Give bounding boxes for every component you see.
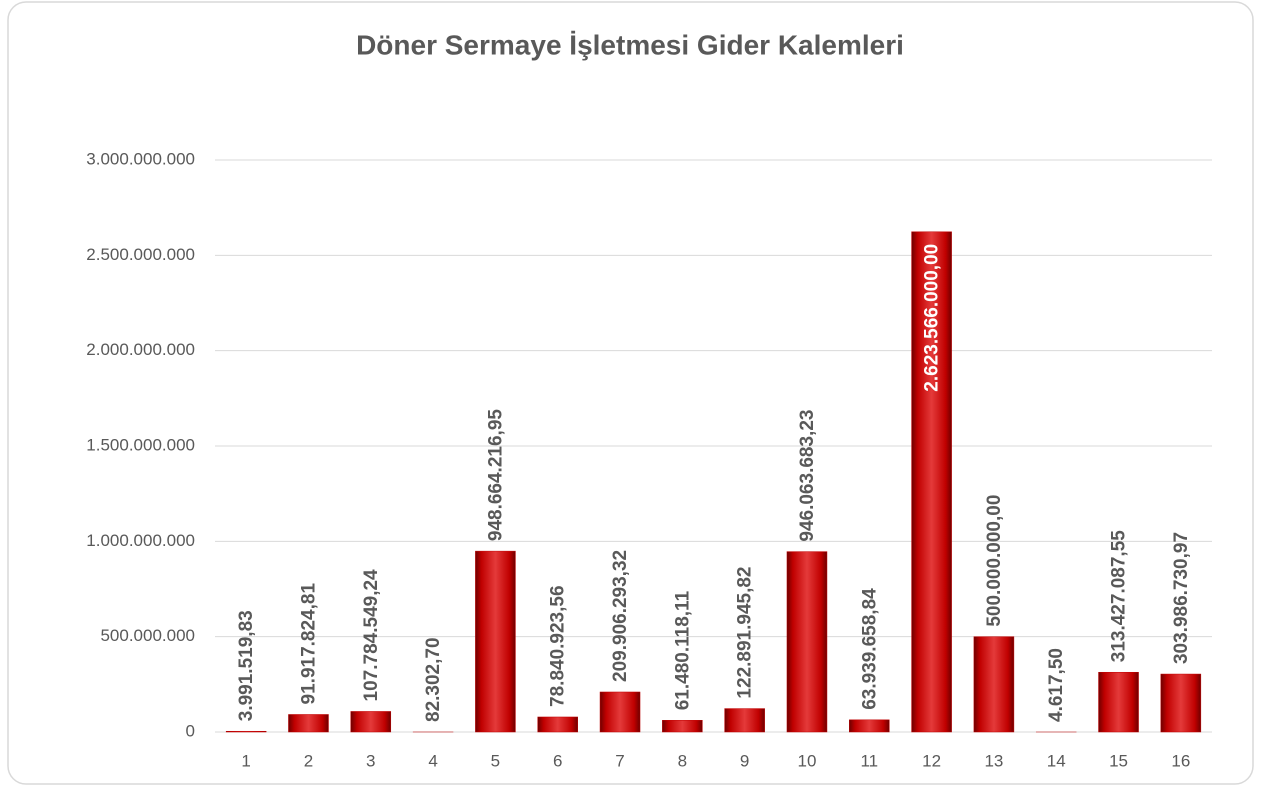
x-tick-label: 3 <box>366 751 375 770</box>
y-tick-label: 3.000.000.000 <box>86 149 195 168</box>
value-label: 209.906.293,32 <box>610 550 631 682</box>
value-label: 946.063.683,23 <box>797 410 818 542</box>
bar <box>288 714 329 733</box>
y-tick-label: 2.000.000.000 <box>86 340 195 359</box>
value-label: 4.617,50 <box>1046 648 1067 722</box>
value-label: 2.623.566.000,00 <box>922 244 943 392</box>
x-tick-label: 11 <box>860 751 878 770</box>
value-label: 61.480.118,11 <box>672 590 693 710</box>
bar <box>973 636 1015 733</box>
x-tick-label: 5 <box>491 751 500 770</box>
y-tick-label: 500.000.000 <box>100 626 195 645</box>
value-label: 948.664.216,95 <box>485 409 506 542</box>
x-tick-label: 7 <box>615 751 624 770</box>
y-tick-label: 1.500.000.000 <box>86 435 195 454</box>
y-tick-label: 0 <box>186 721 195 740</box>
bar <box>350 711 392 733</box>
x-tick-label: 10 <box>798 751 817 770</box>
x-tick-label: 4 <box>428 751 437 770</box>
value-label: 63.939.658,84 <box>859 588 880 710</box>
value-label: 91.917.824,81 <box>298 583 319 705</box>
chart-title: Döner Sermaye İşletmesi Gider Kalemleri <box>356 29 904 60</box>
value-label: 313.427.087,55 <box>1109 530 1130 663</box>
x-tick-label: 16 <box>1171 751 1190 770</box>
value-label: 122.891.945,82 <box>735 566 756 698</box>
value-label: 500.000.000,00 <box>984 495 1005 627</box>
bar <box>786 551 828 733</box>
x-tick-label: 12 <box>922 751 941 770</box>
x-tick-label: 9 <box>740 751 749 770</box>
value-label: 82.302,70 <box>423 637 444 722</box>
y-tick-label: 2.500.000.000 <box>86 245 195 264</box>
bar <box>724 708 765 733</box>
bar <box>537 716 578 733</box>
bar <box>225 730 267 733</box>
value-label: 78.840.923,56 <box>548 585 569 707</box>
x-tick-label: 1 <box>241 751 250 770</box>
bar <box>1098 671 1139 733</box>
x-tick-label: 14 <box>1047 751 1066 770</box>
x-tick-label: 2 <box>304 751 313 770</box>
x-tick-label: 15 <box>1109 751 1128 770</box>
x-tick-label: 8 <box>678 751 687 770</box>
value-label: 3.991.519,83 <box>236 610 257 721</box>
bar <box>911 231 952 733</box>
x-tick-label: 13 <box>984 751 1003 770</box>
bar <box>662 720 703 733</box>
bar <box>599 691 641 733</box>
bar <box>849 719 890 733</box>
bar <box>475 550 516 733</box>
x-tick-label: 6 <box>553 751 562 770</box>
y-tick-label: 1.000.000.000 <box>86 531 195 550</box>
value-label: 107.784.549,24 <box>361 569 382 702</box>
value-label: 303.986.730,97 <box>1171 532 1192 664</box>
bar <box>1160 673 1202 733</box>
